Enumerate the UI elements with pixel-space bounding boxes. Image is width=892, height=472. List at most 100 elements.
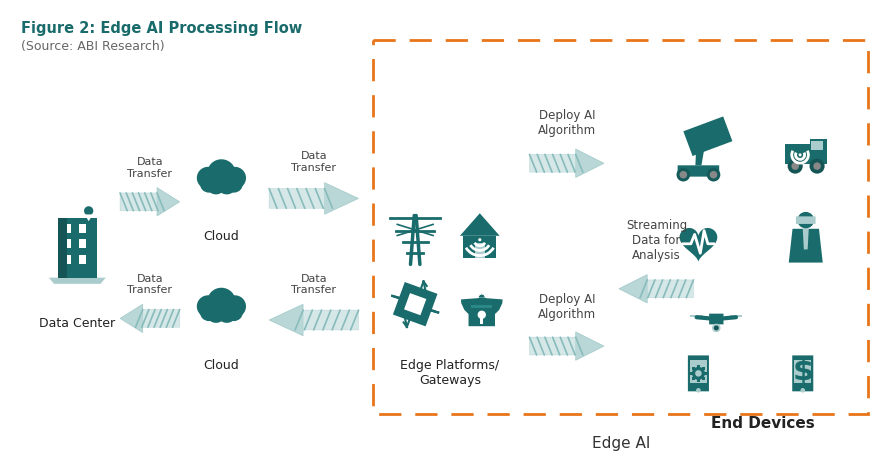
Polygon shape — [575, 332, 604, 360]
Circle shape — [217, 303, 236, 323]
Circle shape — [225, 175, 243, 193]
Polygon shape — [680, 228, 717, 262]
Circle shape — [225, 303, 243, 321]
Bar — [63, 224, 70, 233]
Polygon shape — [269, 304, 359, 336]
Bar — [78, 224, 87, 233]
Circle shape — [791, 162, 799, 170]
Circle shape — [200, 303, 218, 321]
Circle shape — [224, 295, 246, 318]
Ellipse shape — [468, 298, 495, 309]
Polygon shape — [404, 293, 426, 315]
Bar — [475, 243, 484, 258]
Circle shape — [692, 367, 705, 380]
Bar — [794, 360, 812, 383]
Circle shape — [696, 388, 701, 393]
Polygon shape — [85, 214, 93, 221]
Bar — [690, 372, 693, 375]
Bar — [691, 377, 695, 380]
Text: Edge AI: Edge AI — [591, 436, 650, 451]
Bar — [471, 305, 492, 308]
Circle shape — [788, 159, 803, 174]
Text: End Devices: End Devices — [711, 416, 815, 431]
Polygon shape — [269, 183, 359, 214]
Text: Data
Transfer: Data Transfer — [128, 274, 172, 295]
Text: Figure 2: Edge AI Processing Flow: Figure 2: Edge AI Processing Flow — [21, 21, 301, 35]
Bar — [691, 367, 695, 370]
Circle shape — [800, 388, 805, 393]
Bar — [690, 360, 707, 383]
FancyBboxPatch shape — [792, 355, 814, 391]
FancyBboxPatch shape — [468, 303, 495, 326]
Text: Data
Transfer: Data Transfer — [292, 151, 336, 173]
FancyBboxPatch shape — [688, 355, 709, 391]
Bar — [697, 379, 700, 382]
Circle shape — [810, 159, 824, 174]
Bar — [810, 139, 827, 164]
Circle shape — [206, 175, 226, 194]
Bar — [58, 218, 97, 278]
Text: (Source: ABI Research): (Source: ABI Research) — [21, 40, 164, 53]
Circle shape — [798, 153, 802, 156]
Circle shape — [217, 175, 236, 194]
Bar — [78, 239, 87, 248]
Polygon shape — [157, 187, 179, 216]
Circle shape — [206, 303, 226, 323]
Bar — [481, 318, 483, 324]
Bar — [63, 255, 70, 263]
Circle shape — [712, 324, 721, 332]
Circle shape — [706, 168, 721, 182]
Polygon shape — [575, 149, 604, 177]
Polygon shape — [269, 304, 303, 336]
Text: Data Center: Data Center — [39, 317, 115, 330]
Polygon shape — [803, 229, 809, 249]
Text: Data
Transfer: Data Transfer — [128, 157, 172, 179]
Polygon shape — [325, 183, 359, 214]
Circle shape — [814, 162, 821, 170]
Polygon shape — [530, 149, 604, 177]
Polygon shape — [120, 304, 143, 333]
Polygon shape — [619, 275, 693, 303]
Bar — [730, 315, 742, 317]
Bar — [704, 372, 707, 375]
Text: Cloud: Cloud — [203, 359, 239, 371]
Circle shape — [711, 127, 720, 136]
Circle shape — [797, 212, 814, 228]
Circle shape — [695, 370, 702, 377]
Polygon shape — [530, 332, 604, 360]
Circle shape — [207, 288, 235, 316]
Circle shape — [207, 159, 235, 188]
Circle shape — [676, 168, 690, 182]
Text: Data
Transfer: Data Transfer — [292, 274, 336, 295]
Circle shape — [224, 167, 246, 189]
Text: Cloud: Cloud — [203, 230, 239, 243]
Circle shape — [478, 238, 482, 241]
Polygon shape — [392, 282, 437, 326]
Bar — [702, 367, 706, 370]
Bar — [697, 364, 700, 368]
Bar — [785, 143, 827, 164]
Circle shape — [680, 171, 687, 178]
Polygon shape — [120, 187, 179, 216]
Text: Edge Platforms/
Gateways: Edge Platforms/ Gateways — [401, 359, 500, 387]
Circle shape — [714, 325, 719, 330]
Circle shape — [197, 167, 219, 189]
Text: Deploy AI
Algorithm: Deploy AI Algorithm — [538, 109, 597, 137]
Circle shape — [197, 295, 219, 318]
Polygon shape — [120, 304, 179, 333]
Polygon shape — [696, 139, 706, 165]
Polygon shape — [789, 229, 822, 262]
Polygon shape — [619, 275, 648, 303]
Circle shape — [200, 175, 218, 193]
Circle shape — [84, 206, 94, 216]
FancyBboxPatch shape — [709, 314, 723, 324]
Bar — [58, 218, 67, 278]
Bar — [463, 236, 497, 258]
Circle shape — [694, 133, 706, 145]
Text: $: $ — [792, 357, 814, 386]
Circle shape — [697, 135, 704, 143]
Circle shape — [477, 311, 486, 319]
FancyBboxPatch shape — [796, 216, 815, 224]
Circle shape — [710, 171, 717, 178]
Bar — [812, 141, 823, 151]
